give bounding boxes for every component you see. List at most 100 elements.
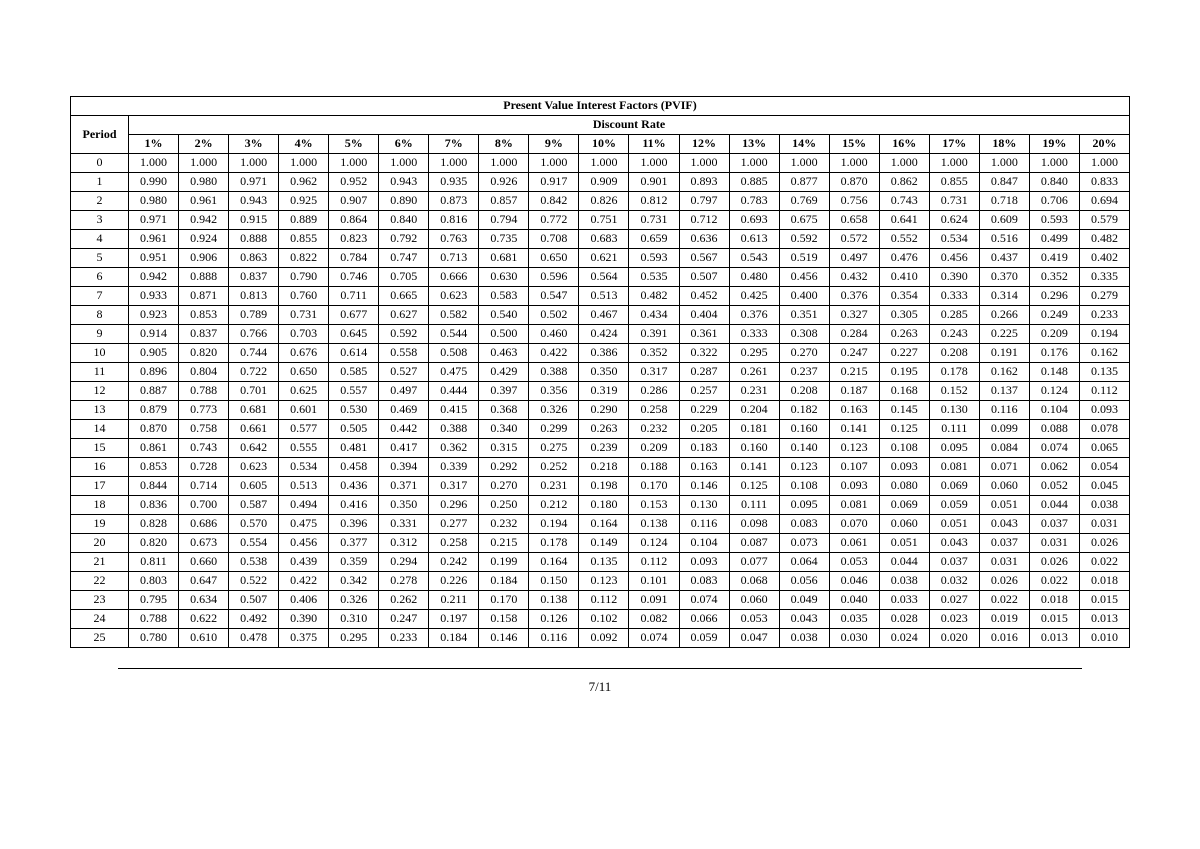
value-cell: 0.795 — [129, 591, 179, 610]
table-row: 170.8440.7140.6050.5130.4360.3710.3170.2… — [71, 477, 1130, 496]
value-cell: 0.310 — [329, 610, 379, 629]
value-cell: 0.031 — [979, 553, 1029, 572]
value-cell: 0.141 — [829, 420, 879, 439]
value-cell: 0.475 — [429, 363, 479, 382]
value-cell: 0.278 — [379, 572, 429, 591]
value-cell: 0.148 — [1029, 363, 1079, 382]
value-cell: 0.026 — [1029, 553, 1079, 572]
value-cell: 0.043 — [779, 610, 829, 629]
value-cell: 0.051 — [979, 496, 1029, 515]
value-cell: 0.104 — [1029, 401, 1079, 420]
value-cell: 0.013 — [1079, 610, 1129, 629]
value-cell: 0.665 — [379, 287, 429, 306]
value-cell: 0.747 — [379, 249, 429, 268]
value-cell: 0.237 — [779, 363, 829, 382]
value-cell: 0.769 — [779, 192, 829, 211]
value-cell: 0.195 — [879, 363, 929, 382]
value-cell: 0.083 — [779, 515, 829, 534]
value-cell: 0.555 — [279, 439, 329, 458]
value-cell: 0.016 — [979, 629, 1029, 648]
value-cell: 0.164 — [529, 553, 579, 572]
value-cell: 0.425 — [729, 287, 779, 306]
value-cell: 0.731 — [279, 306, 329, 325]
value-cell: 0.294 — [379, 553, 429, 572]
period-cell: 19 — [71, 515, 129, 534]
value-cell: 0.497 — [829, 249, 879, 268]
value-cell: 0.990 — [129, 173, 179, 192]
table-row: 180.8360.7000.5870.4940.4160.3500.2960.2… — [71, 496, 1130, 515]
period-cell: 0 — [71, 154, 129, 173]
table-row: 210.8110.6600.5380.4390.3590.2940.2420.1… — [71, 553, 1130, 572]
value-cell: 0.061 — [829, 534, 879, 553]
value-cell: 0.482 — [629, 287, 679, 306]
value-cell: 0.125 — [729, 477, 779, 496]
value-cell: 0.023 — [929, 610, 979, 629]
rate-header: 7% — [429, 135, 479, 154]
value-cell: 0.634 — [179, 591, 229, 610]
value-cell: 0.352 — [629, 344, 679, 363]
value-cell: 0.375 — [279, 629, 329, 648]
value-cell: 0.015 — [1029, 610, 1079, 629]
value-cell: 0.516 — [979, 230, 1029, 249]
value-cell: 0.861 — [129, 439, 179, 458]
value-cell: 0.068 — [729, 572, 779, 591]
page-number: 7/11 — [70, 679, 1130, 695]
value-cell: 0.020 — [929, 629, 979, 648]
value-cell: 0.507 — [229, 591, 279, 610]
value-cell: 0.417 — [379, 439, 429, 458]
value-cell: 0.037 — [1029, 515, 1079, 534]
table-row: 70.9330.8710.8130.7600.7110.6650.6230.58… — [71, 287, 1130, 306]
value-cell: 0.233 — [379, 629, 429, 648]
value-cell: 1.000 — [1079, 154, 1129, 173]
value-cell: 0.497 — [379, 382, 429, 401]
table-row: 90.9140.8370.7660.7030.6450.5920.5440.50… — [71, 325, 1130, 344]
value-cell: 0.935 — [429, 173, 479, 192]
value-cell: 0.896 — [129, 363, 179, 382]
value-cell: 0.647 — [179, 572, 229, 591]
value-cell: 0.683 — [579, 230, 629, 249]
value-cell: 0.480 — [729, 268, 779, 287]
value-cell: 0.519 — [779, 249, 829, 268]
value-cell: 0.507 — [679, 268, 729, 287]
value-cell: 0.915 — [229, 211, 279, 230]
period-cell: 12 — [71, 382, 129, 401]
value-cell: 0.083 — [679, 572, 729, 591]
value-cell: 1.000 — [329, 154, 379, 173]
value-cell: 0.065 — [1079, 439, 1129, 458]
value-cell: 0.285 — [929, 306, 979, 325]
value-cell: 0.587 — [229, 496, 279, 515]
value-cell: 0.138 — [529, 591, 579, 610]
value-cell: 0.038 — [779, 629, 829, 648]
value-cell: 0.342 — [329, 572, 379, 591]
table-row: 01.0001.0001.0001.0001.0001.0001.0001.00… — [71, 154, 1130, 173]
value-cell: 0.712 — [679, 211, 729, 230]
value-cell: 0.350 — [379, 496, 429, 515]
value-cell: 0.124 — [629, 534, 679, 553]
value-cell: 0.424 — [579, 325, 629, 344]
value-cell: 0.060 — [879, 515, 929, 534]
value-cell: 0.208 — [779, 382, 829, 401]
table-row: 250.7800.6100.4780.3750.2950.2330.1840.1… — [71, 629, 1130, 648]
value-cell: 0.035 — [829, 610, 879, 629]
value-cell: 0.040 — [829, 591, 879, 610]
value-cell: 0.813 — [229, 287, 279, 306]
value-cell: 0.093 — [1079, 401, 1129, 420]
value-cell: 0.837 — [179, 325, 229, 344]
value-cell: 0.641 — [879, 211, 929, 230]
value-cell: 0.508 — [429, 344, 479, 363]
value-cell: 0.191 — [979, 344, 1029, 363]
value-cell: 0.212 — [529, 496, 579, 515]
value-cell: 0.037 — [979, 534, 1029, 553]
value-cell: 0.522 — [229, 572, 279, 591]
value-cell: 0.093 — [879, 458, 929, 477]
value-cell: 0.645 — [329, 325, 379, 344]
value-cell: 0.181 — [729, 420, 779, 439]
table-row: 50.9510.9060.8630.8220.7840.7470.7130.68… — [71, 249, 1130, 268]
value-cell: 0.942 — [129, 268, 179, 287]
value-cell: 0.229 — [679, 401, 729, 420]
value-cell: 0.027 — [929, 591, 979, 610]
value-cell: 0.158 — [479, 610, 529, 629]
value-cell: 0.666 — [429, 268, 479, 287]
value-cell: 0.613 — [729, 230, 779, 249]
value-cell: 0.371 — [379, 477, 429, 496]
